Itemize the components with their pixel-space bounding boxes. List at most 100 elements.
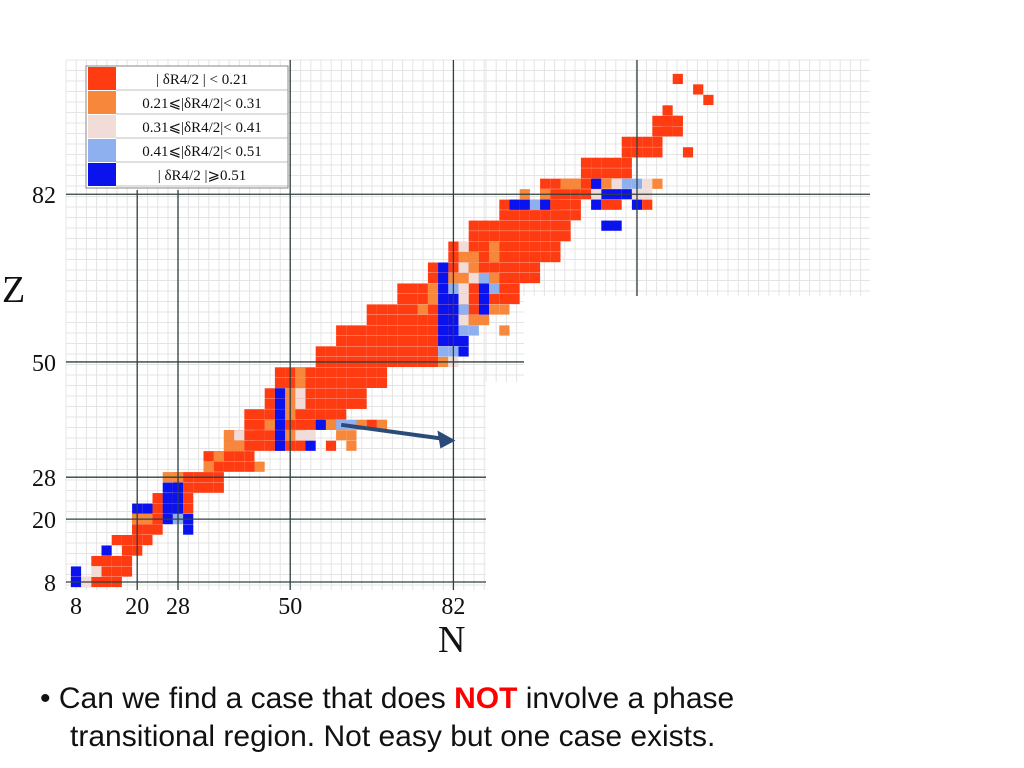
nuclide-cell: [468, 252, 479, 263]
nuclide-cell: [234, 451, 245, 462]
nuclide-cell: [509, 293, 520, 305]
nuclide-cell: [550, 241, 561, 252]
nuclide-cell: [101, 545, 112, 556]
nuclide-cell: [336, 346, 347, 357]
nuclide-cell: [540, 210, 551, 221]
nuclide-cell: [162, 503, 173, 514]
nuclide-cell: [183, 482, 194, 493]
nuclide-cell: [560, 220, 571, 231]
nuclear-chart: 8 20 28 50 82 8 20 28 50 82 | δR4/2 | < 0.21 0.21⩽…: [2, 59, 870, 661]
nuclide-cell: [509, 252, 520, 263]
x-tick-label: 28: [166, 594, 190, 620]
y-axis-label: Z: [2, 269, 25, 311]
nuclide-cell: [397, 293, 408, 305]
nuclide-cell: [407, 314, 418, 326]
nuclide-cell: [295, 409, 306, 420]
nuclide-cell: [264, 430, 275, 441]
nuclide-cell: [315, 409, 326, 420]
nuclide-cell: [703, 94, 714, 106]
nuclide-cell: [407, 346, 418, 357]
nuclide-cell: [591, 157, 602, 168]
y-tick-label: 82: [32, 183, 56, 209]
nuclide-cell: [315, 346, 326, 357]
nuclide-cell: [438, 262, 449, 273]
nuclide-cell: [580, 157, 592, 168]
nuclide-cell: [601, 168, 612, 179]
nuclide-cell: [244, 461, 255, 472]
nuclide-cell: [407, 304, 418, 315]
nuclide-cell: [193, 482, 204, 493]
nuclide-cell: [611, 168, 622, 179]
nuclide-cell: [672, 115, 683, 126]
nuclide-cell: [489, 220, 500, 231]
nuclide-cell: [642, 136, 653, 147]
y-tick-label: 20: [32, 508, 56, 534]
nuclide-cell: [560, 210, 571, 221]
nuclide-cell: [254, 461, 265, 472]
nuclide-cell: [162, 493, 173, 504]
nuclide-cell: [244, 440, 255, 451]
nuclide-cell: [295, 398, 306, 409]
nuclide-cell: [642, 147, 653, 158]
nuclide-cell: [346, 377, 357, 388]
nuclide-cell: [468, 304, 479, 315]
nuclide-cell: [336, 325, 347, 336]
nuclide-cell: [611, 199, 622, 210]
nuclide-cell: [254, 419, 265, 430]
caption: • Can we find a case that does NOT invol…: [40, 680, 1000, 756]
nuclide-cell: [499, 283, 510, 294]
nuclide-cell: [417, 293, 428, 305]
nuclide-cell: [529, 210, 541, 221]
nuclide-cell: [478, 283, 490, 294]
nuclide-cell: [295, 388, 306, 399]
nuclide-cell: [489, 304, 500, 315]
nuclide-cell: [642, 199, 653, 210]
nuclide-cell: [438, 272, 449, 284]
arrow-shaft: [340, 422, 442, 441]
nuclide-cell: [336, 430, 347, 441]
nuclide-cell: [121, 566, 133, 577]
legend: | δR4/2 | < 0.21 0.21⩽|δR4/2|< 0.31 0.31⩽|…: [85, 65, 289, 189]
nuclide-cell: [325, 388, 337, 399]
nuclide-cell: [295, 419, 306, 430]
nuclide-cell: [295, 367, 306, 378]
x-axis-label: N: [438, 619, 465, 661]
nuclide-cell: [315, 398, 326, 409]
nuclide-cell: [336, 335, 347, 347]
nuclide-cell: [662, 105, 673, 116]
legend-swatch: [88, 163, 116, 186]
nuclide-cell: [519, 241, 530, 252]
nuclide-cell: [295, 377, 306, 388]
nuclide-cell: [305, 377, 316, 388]
nuclide-cell: [244, 409, 255, 420]
nuclide-cell: [417, 304, 428, 315]
nuclide-cell: [529, 252, 541, 263]
nuclide-cell: [489, 283, 500, 294]
nuclide-cell: [223, 440, 235, 451]
nuclide-cell: [305, 388, 316, 399]
nuclide-cell: [111, 555, 122, 567]
nuclide-cell: [387, 346, 398, 357]
nuclide-cell: [397, 335, 408, 347]
nuclide-cell: [101, 566, 112, 577]
legend-label: | δR4/2 |⩾0.51: [158, 168, 247, 184]
nuclide-cell: [305, 409, 316, 420]
caption-line2: transitional region. Not easy but one ca…: [70, 720, 716, 753]
nuclide-cell: [397, 314, 408, 326]
nuclide-cell: [152, 493, 163, 504]
nuclide-cell: [438, 293, 449, 305]
nuclide-cell: [142, 503, 153, 514]
nuclide-cell: [325, 377, 337, 388]
nuclide-cell: [376, 419, 388, 430]
nuclide-cell: [478, 304, 490, 315]
nuclide-cell: [550, 220, 561, 231]
caption-prefix: • Can we find a case that does: [40, 682, 455, 715]
nuclide-cell: [234, 430, 245, 441]
nuclide-cell: [417, 335, 428, 347]
nuclide-cell: [234, 461, 245, 472]
nuclide-cell: [642, 178, 653, 189]
nuclide-cell: [509, 231, 520, 242]
nuclide-cell: [509, 262, 520, 273]
nuclide-cell: [427, 283, 439, 294]
nuclide-cell: [325, 367, 337, 378]
